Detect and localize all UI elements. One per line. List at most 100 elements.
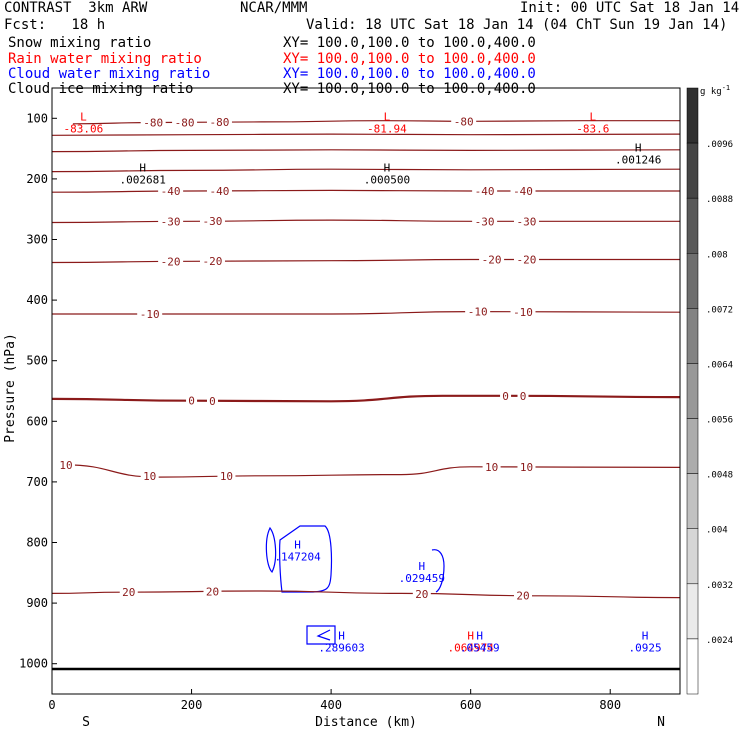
contour-label: 0 [520, 390, 527, 403]
contour-label: 20 [415, 588, 428, 601]
contour-label: -80 [143, 117, 163, 130]
temperature-contour [51, 258, 680, 264]
colorbar-bin [686, 418, 699, 474]
contour-label-bg [510, 185, 536, 198]
colorbar-bin [686, 473, 699, 529]
contour-label: -20 [161, 255, 181, 268]
contour-label-bg [513, 215, 539, 228]
contour-label-bg [500, 389, 512, 402]
x-end-label-south: S [82, 715, 90, 730]
temperature-contours: -80 -80 -80 -80 -40 -40 -40 -40 -30 -30 -30 -30 -20 -… [51, 115, 681, 603]
contour-label-bg [172, 116, 198, 129]
contour-label: -30 [161, 216, 181, 229]
x-end-label-north: N [657, 715, 665, 730]
contour-label: 0 [502, 390, 509, 403]
contour-label: -10 [468, 306, 488, 319]
contour-label-bg [206, 394, 218, 407]
contour-label-bg [203, 585, 222, 598]
y-tick-label: 700 [26, 475, 48, 489]
temperature-contour [51, 189, 680, 193]
field-snow-label: Snow mixing ratio [8, 35, 152, 51]
contour-label-bg [451, 115, 477, 128]
contour-label: 20 [206, 585, 219, 598]
run-title: CONTRAST 3km ARW [4, 0, 148, 16]
contour-label-bg [119, 586, 138, 599]
cloud-water-contour [279, 525, 333, 593]
extremum-value: .064974 [447, 641, 494, 654]
temperature-contour [51, 133, 681, 136]
x-tick-label: 400 [320, 698, 342, 712]
x-tick-label: 800 [599, 698, 621, 712]
colorbar-label: .0064 [706, 360, 733, 370]
extremum-value: .002681 [120, 174, 166, 187]
colorbar-label: .0056 [706, 416, 733, 426]
contour-label: -80 [175, 116, 195, 129]
valid-time: Valid: 18 UTC Sat 18 Jan 14 (04 ChT Sun … [306, 17, 728, 33]
contour-label: -20 [482, 253, 502, 266]
contour-label-bg [56, 458, 75, 471]
extremum-marker: H [642, 629, 649, 642]
extremum-marker: H [139, 162, 146, 175]
extrema-labels: L-83.06L-81.94L-83.6H.001246H.002681H.00… [64, 111, 662, 655]
extremum-marker: H [419, 560, 426, 573]
contour-label: 10 [220, 470, 233, 483]
contour-label: -30 [203, 215, 223, 228]
contour-label: 10 [143, 470, 156, 483]
contour-label: -30 [475, 215, 495, 228]
colorbar-label: .004 [706, 526, 728, 536]
extremum-value: .05459 [460, 641, 500, 654]
center-label: NCAR/MMM [240, 0, 308, 16]
contour-label: 20 [122, 586, 135, 599]
extremum-value: .147204 [274, 551, 321, 564]
extremum-marker: H [467, 629, 474, 642]
temperature-contour [51, 219, 680, 224]
x-axis: 0 200 400 600 800 [48, 689, 621, 712]
contour-label-bg [472, 215, 498, 228]
colorbar-label: .0032 [706, 581, 733, 591]
contour-label-bg [472, 185, 498, 198]
field-cloudice-label: Cloud ice mixing ratio [8, 81, 194, 97]
extremum-marker: H [338, 629, 345, 642]
contour-label: -40 [210, 185, 230, 198]
temperature-contour [51, 149, 681, 153]
extremum-value: .0925 [629, 641, 662, 654]
y-tick-label: 100 [26, 111, 48, 125]
extremum-value: .289603 [318, 641, 364, 654]
colorbar-bin [686, 253, 699, 309]
contour-label: -20 [203, 255, 223, 268]
contour-label: -30 [517, 215, 537, 228]
contour-label-bg [158, 255, 184, 268]
x-tick-label: 200 [181, 698, 203, 712]
contour-label-bg [199, 215, 225, 228]
colorbar-bin [686, 87, 699, 144]
x-axis-title: Distance (km) [315, 715, 417, 730]
colorbar: .0096 .0088 .008 .0072 .0064 .0056 .0048 .004 .0… [686, 87, 733, 695]
contour-label-bg [482, 460, 501, 473]
contour-label-bg [137, 308, 163, 321]
contour-label-bg [206, 184, 232, 197]
contour-label: -80 [210, 116, 230, 129]
extremum-marker: H [476, 629, 483, 642]
y-tick-label: 900 [26, 596, 48, 610]
y-tick-label: 800 [26, 536, 48, 550]
contour-label-bg [140, 470, 159, 483]
contour-label-bg [158, 185, 184, 198]
contour-label-bg [510, 305, 536, 318]
colorbar-bin [686, 197, 699, 254]
contour-label-bg [513, 253, 539, 266]
contour-label-bg [199, 255, 225, 268]
field-cloudwater-xy: XY= 100.0,100.0 to 100.0,400.0 [283, 66, 536, 82]
contour-label-bg [217, 470, 236, 483]
colorbar-label: .0088 [706, 195, 733, 205]
y-tick-label: 600 [26, 414, 48, 428]
contour-label-bg [412, 587, 431, 600]
colorbar-bin [686, 638, 699, 695]
contour-label-bg [186, 394, 198, 407]
colorbar-bin [686, 363, 699, 419]
x-tick-label: 600 [460, 698, 482, 712]
temperature-contour [51, 394, 681, 403]
contour-label: 10 [59, 459, 72, 472]
colorbar-label: .008 [706, 250, 728, 260]
colorbar-label: .0096 [706, 140, 733, 150]
y-axis-title: Pressure (hPa) [3, 333, 18, 443]
